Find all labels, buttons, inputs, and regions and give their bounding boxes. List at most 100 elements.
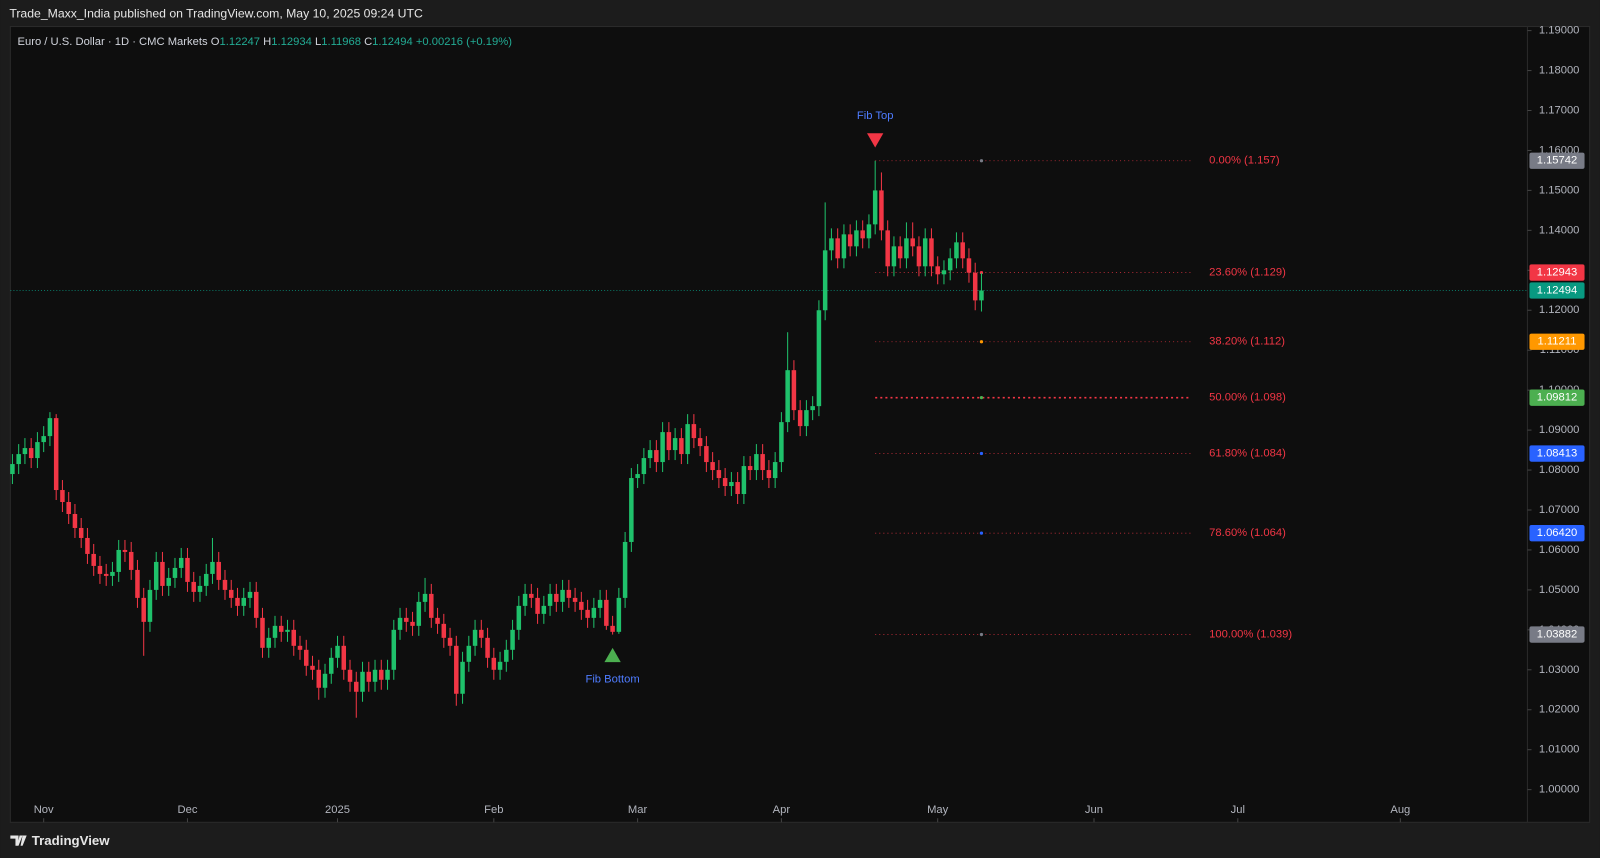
y-tick-label: 1.17000 <box>1539 104 1580 116</box>
candle-body <box>472 629 478 646</box>
candle-body <box>866 224 872 239</box>
candle-body <box>785 370 790 423</box>
candle-body <box>616 597 622 632</box>
x-tick-label: Jul <box>1231 804 1245 816</box>
candle-body <box>366 671 372 682</box>
y-tick-label: 1.19000 <box>1539 25 1580 37</box>
candle-body <box>166 577 171 586</box>
candle-body <box>891 246 897 267</box>
candle-body <box>747 466 753 471</box>
candle-body <box>116 549 121 572</box>
candle-body <box>910 238 915 247</box>
candle-body <box>110 571 115 576</box>
candle-body <box>479 629 484 638</box>
price-badge <box>1529 333 1585 350</box>
price-badge <box>1529 525 1585 542</box>
y-tick-label: 1.05000 <box>1539 584 1580 596</box>
candle-body <box>729 482 734 487</box>
ohlc-value: 1.12934 <box>271 36 312 48</box>
candle-body <box>972 272 978 301</box>
candle-body <box>16 454 21 465</box>
x-tick-label: Aug <box>1390 804 1410 816</box>
candle-body <box>491 657 497 670</box>
candle-body <box>879 190 884 231</box>
fib-label: 50.00% (1.098) <box>1209 392 1286 404</box>
candle-body <box>397 617 403 630</box>
ohlc-value: 1.12494 <box>372 36 413 48</box>
candle-body <box>85 537 90 554</box>
candle-body <box>654 450 659 463</box>
annotation: Fib Top <box>857 110 894 122</box>
fib-dot <box>979 531 984 535</box>
candle-body <box>816 310 822 407</box>
last-price-badge <box>1529 282 1585 299</box>
candle-body <box>885 230 890 267</box>
candle-body <box>247 591 253 598</box>
y-tick-label: 1.00000 <box>1539 784 1580 796</box>
ohlc-label: H <box>263 36 271 48</box>
candle-body <box>135 569 140 598</box>
candle-body <box>266 637 271 648</box>
candle-body <box>635 474 640 479</box>
y-tick-label: 1.09000 <box>1539 424 1580 436</box>
candle-body <box>322 673 328 688</box>
ohlc-value: 1.11968 <box>321 36 361 48</box>
candle-body <box>604 599 609 626</box>
candle-body <box>153 561 159 590</box>
candle-body <box>272 625 278 638</box>
fib-label: 61.80% (1.084) <box>1209 448 1286 460</box>
ohlc-label: O <box>211 36 220 48</box>
candle-body <box>53 418 59 491</box>
candle-body <box>485 637 490 658</box>
candle-body <box>185 557 190 582</box>
candle-body <box>854 230 859 247</box>
candle-body <box>178 557 184 568</box>
candle-body <box>304 649 309 666</box>
candle-body <box>354 681 359 692</box>
brand-logo <box>10 835 27 846</box>
price-badge-label: 1.09812 <box>1537 392 1578 404</box>
price-badge-label: 1.06420 <box>1537 527 1578 539</box>
symbol: Euro / U.S. Dollar · 1D · CMC Markets <box>17 36 208 48</box>
candle-body <box>560 589 565 602</box>
candle-body <box>954 242 959 259</box>
candle-body <box>822 250 828 311</box>
candle-body <box>722 478 728 487</box>
candle-body <box>772 462 778 479</box>
y-tick-label: 1.01000 <box>1539 744 1580 756</box>
candle-body <box>497 661 503 670</box>
candle-body <box>947 258 953 271</box>
x-tick-label: May <box>927 804 949 816</box>
candle-body <box>929 238 934 267</box>
candle-body <box>410 621 415 626</box>
candle-body <box>960 242 965 259</box>
candle-body <box>316 669 322 688</box>
x-tick-label: Feb <box>484 804 503 816</box>
candle-body <box>666 432 672 451</box>
fib-dot <box>979 340 984 344</box>
candle-body <box>372 669 378 682</box>
candle-body <box>291 629 297 646</box>
fib-label: 78.60% (1.064) <box>1209 527 1286 539</box>
candle-body <box>216 561 221 580</box>
candle-body <box>935 266 940 275</box>
candle-body <box>660 432 665 463</box>
candle-body <box>385 669 390 680</box>
price-badge-label: 1.03882 <box>1537 629 1578 641</box>
candle-body <box>979 290 984 301</box>
candle-body <box>579 601 584 610</box>
y-tick-label: 1.18000 <box>1539 65 1580 77</box>
candle-body <box>872 190 878 225</box>
candle-body <box>629 478 634 542</box>
candle-body <box>966 258 972 273</box>
candle-body <box>685 424 690 455</box>
candle-body <box>841 234 847 259</box>
ohlc-label: L <box>315 36 321 48</box>
candle-body <box>466 645 472 662</box>
candle-body <box>72 513 78 528</box>
candle-body <box>203 573 209 586</box>
candle-body <box>697 438 703 447</box>
candle-body <box>10 464 15 475</box>
last-price-label: 1.12494 <box>1537 284 1578 296</box>
marker-up <box>604 647 621 663</box>
